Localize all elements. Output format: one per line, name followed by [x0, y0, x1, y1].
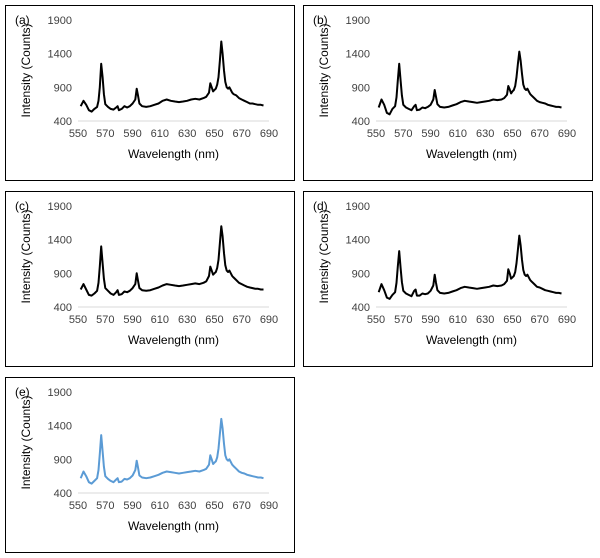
x-tick-label: 670: [233, 128, 251, 140]
y-tick-label: 400: [54, 116, 72, 128]
y-tick-label: 1400: [346, 235, 370, 247]
x-tick-label: 670: [233, 314, 251, 326]
x-tick-label: 570: [394, 314, 412, 326]
y-axis-title: Intensity (Counts): [19, 209, 33, 303]
chart-panel-b: (b) 400 900 1400 1900 550 570 590 610 630 650 670 6…: [303, 5, 593, 181]
y-tick-label: 1400: [48, 235, 72, 247]
y-axis-title: Intensity (Counts): [317, 23, 331, 117]
x-tick-label: 650: [205, 500, 223, 512]
y-axis-title: Intensity (Counts): [19, 395, 33, 489]
x-tick-label: 630: [178, 128, 196, 140]
x-axis-title: Wavelength (nm): [426, 333, 517, 347]
x-tick-label: 650: [205, 128, 223, 140]
x-axis-title: Wavelength (nm): [128, 147, 219, 161]
x-axis-title: Wavelength (nm): [128, 333, 219, 347]
y-tick-label: 400: [352, 302, 370, 314]
x-tick-label: 590: [123, 314, 141, 326]
x-tick-label: 550: [367, 314, 385, 326]
x-tick-label: 550: [69, 314, 87, 326]
chart-c: 400 900 1400 1900 550 570 590 610 630 650 670 690 Wa…: [19, 201, 278, 347]
x-tick-label: 610: [151, 500, 169, 512]
x-tick-label: 570: [96, 500, 114, 512]
spectrum-line: [377, 234, 562, 300]
y-tick-label: 900: [54, 454, 72, 466]
x-tick-label: 610: [151, 314, 169, 326]
y-tick-label: 1400: [48, 421, 72, 433]
x-tick-label: 610: [151, 128, 169, 140]
x-tick-label: 610: [449, 128, 467, 140]
x-tick-label: 690: [260, 128, 278, 140]
x-tick-label: 630: [476, 128, 494, 140]
y-tick-label: 1900: [48, 387, 72, 399]
x-tick-label: 570: [96, 128, 114, 140]
y-tick-label: 1400: [48, 49, 72, 61]
x-axis-title: Wavelength (nm): [128, 519, 219, 533]
spectrum-line: [377, 50, 562, 116]
x-tick-label: 650: [503, 314, 521, 326]
x-tick-label: 590: [123, 500, 141, 512]
y-tick-label: 900: [54, 82, 72, 94]
y-tick-label: 400: [54, 488, 72, 500]
y-tick-label: 1900: [346, 15, 370, 27]
x-tick-label: 690: [558, 128, 576, 140]
y-axis-title: Intensity (Counts): [19, 23, 33, 117]
x-tick-label: 630: [476, 314, 494, 326]
spectrum-line: [79, 225, 264, 297]
chart-e: 400 900 1400 1900 550 570 590 610 630 650 670 690 Wa…: [19, 387, 278, 533]
x-tick-label: 630: [178, 500, 196, 512]
panel-label: (b): [313, 13, 328, 27]
y-tick-label: 1400: [346, 49, 370, 61]
chart-panel-e: (e) 400 900 1400 1900 550 570 590 610 630 650 670 6…: [5, 377, 295, 553]
x-tick-label: 590: [421, 128, 439, 140]
x-axis-title: Wavelength (nm): [426, 147, 517, 161]
x-tick-label: 550: [69, 500, 87, 512]
x-tick-label: 570: [394, 128, 412, 140]
panel-label: (c): [15, 199, 29, 213]
y-tick-label: 400: [352, 116, 370, 128]
x-tick-label: 650: [205, 314, 223, 326]
x-tick-label: 650: [503, 128, 521, 140]
y-tick-label: 1900: [48, 201, 72, 213]
chart-d: 400 900 1400 1900 550 570 590 610 630 650 670 690 Wa…: [317, 201, 576, 347]
chart-a: 400 900 1400 1900 550 570 590 610 630 650 670 690 Wa…: [19, 15, 278, 161]
x-tick-label: 550: [367, 128, 385, 140]
chart-panel-d: (d) 400 900 1400 1900 550 570 590 610 630 650 670 6…: [303, 191, 593, 367]
y-tick-label: 400: [54, 302, 72, 314]
x-tick-label: 590: [123, 128, 141, 140]
x-tick-label: 570: [96, 314, 114, 326]
panel-label: (e): [15, 385, 30, 399]
x-tick-label: 550: [69, 128, 87, 140]
panel-label: (d): [313, 199, 328, 213]
x-tick-label: 670: [531, 128, 549, 140]
x-tick-label: 630: [178, 314, 196, 326]
x-tick-label: 670: [233, 500, 251, 512]
x-tick-label: 690: [260, 314, 278, 326]
chart-panel-c: (c) 400 900 1400 1900 550 570 590 610 630 650 670 6…: [5, 191, 295, 367]
y-tick-label: 900: [352, 82, 370, 94]
chart-panel-a: (a) 400 900 1400 1900 550 570 590 610 630 650 670 6…: [5, 5, 295, 181]
x-tick-label: 590: [421, 314, 439, 326]
spectrum-line: [79, 417, 264, 485]
chart-b: 400 900 1400 1900 550 570 590 610 630 650 670 690 Wa…: [317, 15, 576, 161]
x-tick-label: 610: [449, 314, 467, 326]
spectrum-line: [79, 40, 264, 113]
y-tick-label: 900: [54, 268, 72, 280]
y-tick-label: 1900: [346, 201, 370, 213]
y-axis-title: Intensity (Counts): [317, 209, 331, 303]
x-tick-label: 670: [531, 314, 549, 326]
panel-label: (a): [15, 13, 30, 27]
x-tick-label: 690: [260, 500, 278, 512]
x-tick-label: 690: [558, 314, 576, 326]
y-tick-label: 1900: [48, 15, 72, 27]
y-tick-label: 900: [352, 268, 370, 280]
